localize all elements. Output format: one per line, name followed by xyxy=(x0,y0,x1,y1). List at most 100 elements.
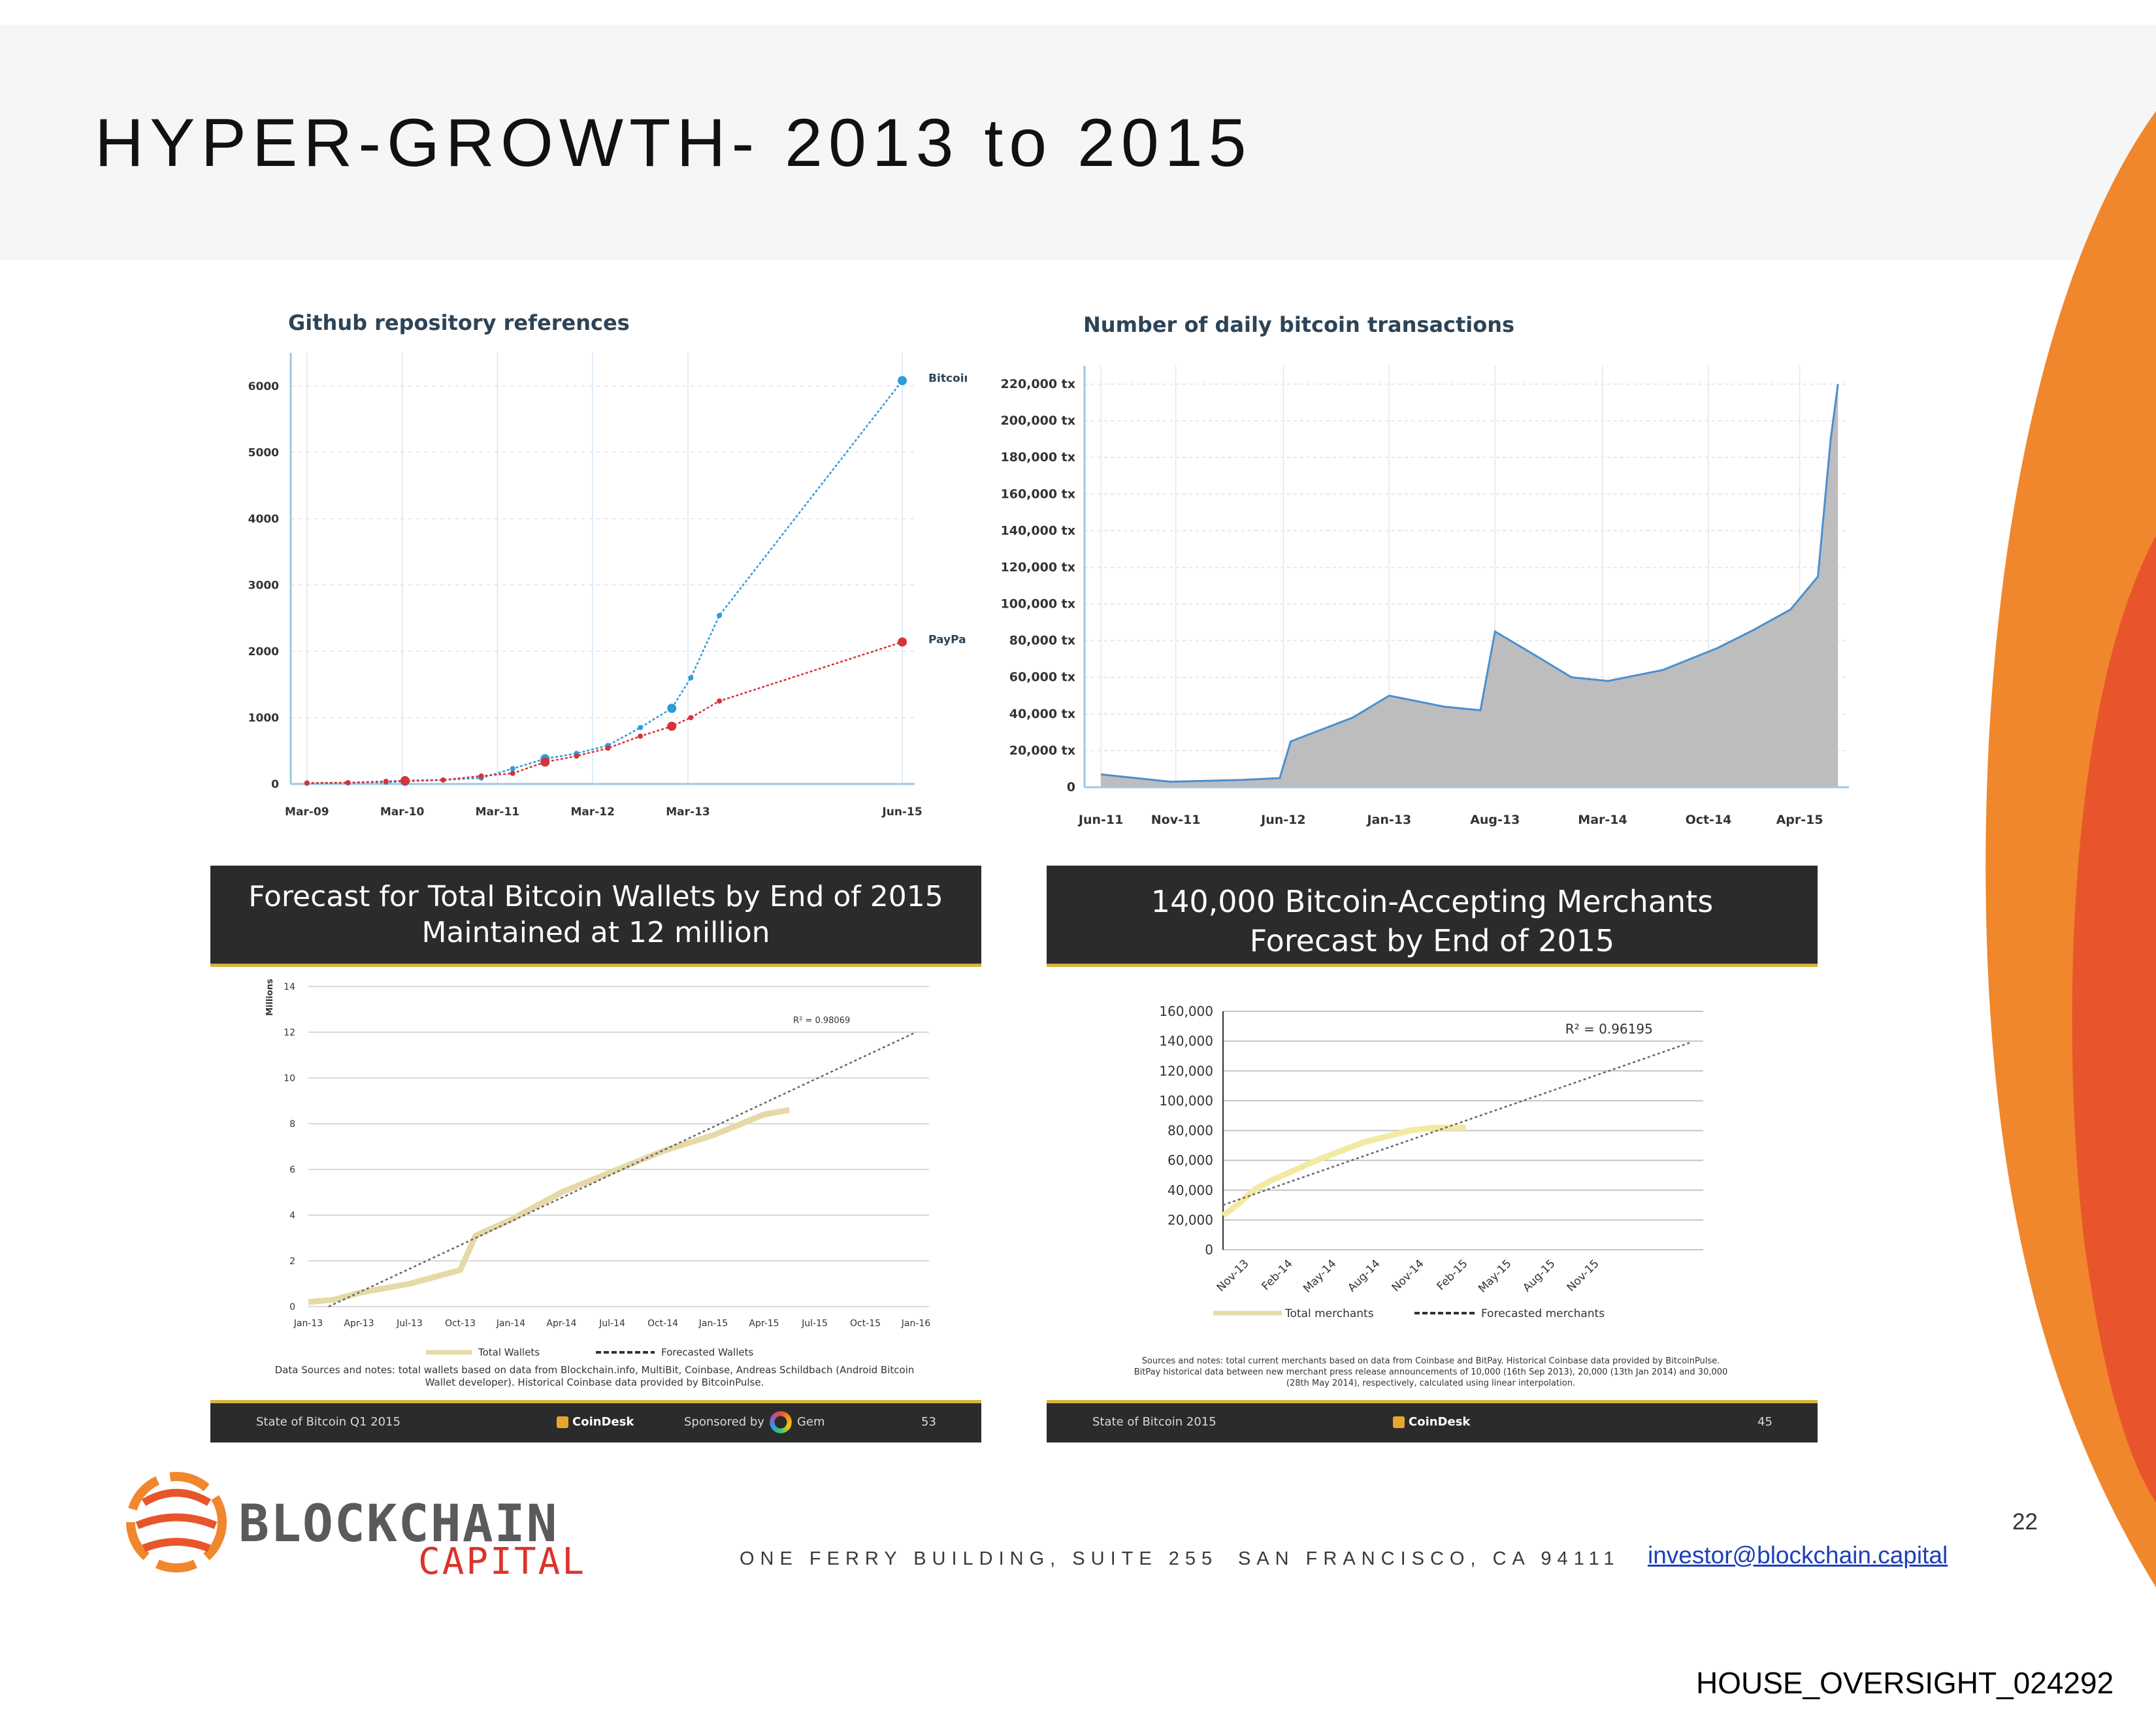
merchants-sources-line3: (28th May 2014), respectively, calculate… xyxy=(1286,1378,1576,1388)
y-tick-label: 200,000 tx xyxy=(1001,414,1076,428)
y-tick-label: 6 xyxy=(289,1165,295,1175)
globe-bands xyxy=(135,1489,218,1552)
data-point-paypal xyxy=(540,757,550,767)
data-point-bitcoin xyxy=(717,613,723,619)
document-id: HOUSE_OVERSIGHT_024292 xyxy=(1696,1666,2114,1700)
series-line-forecasted-merchants xyxy=(1222,1041,1691,1206)
x-tick-label: Aug-13 xyxy=(1470,813,1520,827)
x-tick-label: Mar-09 xyxy=(285,806,329,819)
y-tick-label: 20,000 xyxy=(1168,1212,1213,1228)
x-tick-label: Jul-13 xyxy=(396,1318,423,1329)
y-tick-label: 40,000 tx xyxy=(1009,707,1075,721)
merchants-footer-page: 45 xyxy=(1757,1415,1772,1429)
page-number: 22 xyxy=(2012,1509,2038,1535)
y-tick-label: 14 xyxy=(284,982,295,992)
x-tick-label: Apr-15 xyxy=(1776,813,1823,827)
r-squared-annotation: R² = 0.96195 xyxy=(1565,1021,1653,1037)
x-tick-label: Jan-16 xyxy=(901,1318,931,1329)
merchants-sources-line1: Sources and notes: total current merchan… xyxy=(1141,1356,1720,1366)
x-tick-label: Nov-13 xyxy=(1215,1257,1252,1294)
y-tick-label: 12 xyxy=(284,1028,295,1038)
x-tick-label: Mar-11 xyxy=(476,806,520,819)
x-tick-label: Jul-14 xyxy=(598,1318,625,1329)
data-point-bitcoin xyxy=(510,766,515,772)
legend-label-forecasted-merchants: Forecasted merchants xyxy=(1481,1307,1605,1320)
y-tick-label: 160,000 xyxy=(1159,1003,1213,1019)
x-tick-label: Oct-15 xyxy=(850,1318,881,1329)
y-tick-label: 80,000 tx xyxy=(1009,634,1075,648)
wallets-title-line1: Forecast for Total Bitcoin Wallets by En… xyxy=(248,880,943,913)
series-label-bitcoin: Bitcoin xyxy=(928,372,967,385)
merchants-sources: Sources and notes: total current merchan… xyxy=(1071,1356,1790,1389)
red-swoosh xyxy=(2072,536,2156,1503)
merchants-title-panel: 140,000 Bitcoin-Accepting Merchants Fore… xyxy=(1047,866,1818,964)
y-tick-label: 0 xyxy=(1067,780,1075,794)
x-tick-label: Mar-12 xyxy=(570,806,615,819)
data-point-paypal xyxy=(400,775,410,785)
wallets-title-panel: Forecast for Total Bitcoin Wallets by En… xyxy=(210,866,981,964)
merchants-footer-gold-line xyxy=(1047,1400,1818,1403)
y-tick-label: 2 xyxy=(289,1256,295,1267)
x-tick-label: Nov-14 xyxy=(1390,1257,1427,1294)
x-tick-label: Aug-14 xyxy=(1345,1257,1382,1294)
data-point-bitcoin xyxy=(898,376,907,385)
header-band xyxy=(0,25,2156,260)
y-tick-label: 100,000 xyxy=(1159,1093,1213,1109)
data-point-paypal xyxy=(440,777,446,783)
y-tick-label: 60,000 xyxy=(1168,1152,1213,1168)
data-point-paypal xyxy=(345,779,351,785)
merchants-footer-brand-text: CoinDesk xyxy=(1409,1415,1471,1429)
merchants-footer-left: State of Bitcoin 2015 xyxy=(1092,1415,1217,1429)
data-point-bitcoin xyxy=(667,704,677,713)
y-tick-label: 100,000 tx xyxy=(1001,597,1076,611)
merchants-title-line2: Forecast by End of 2015 xyxy=(1249,923,1615,958)
transactions-moving-average-line xyxy=(1100,383,1839,783)
y-tick-label: 4 xyxy=(289,1211,295,1221)
y-tick-label: 120,000 tx xyxy=(1001,560,1076,574)
x-tick-label: Nov-15 xyxy=(1565,1257,1602,1294)
data-point-paypal xyxy=(478,773,484,779)
data-point-paypal xyxy=(667,721,677,731)
wallets-footer-sponsor-name: Gem xyxy=(796,1415,825,1429)
merchants-footer-brand: CoinDesk xyxy=(1393,1415,1470,1429)
x-tick-label: May-14 xyxy=(1301,1257,1339,1295)
data-point-paypal xyxy=(638,733,644,739)
footer-email-link[interactable]: investor@blockchain.capital xyxy=(1648,1542,1948,1569)
data-point-paypal xyxy=(717,698,723,704)
wallets-footer-brand-text: CoinDesk xyxy=(572,1415,634,1429)
y-tick-label: 140,000 tx xyxy=(1001,523,1076,538)
data-point-paypal xyxy=(574,753,580,759)
globe-ring xyxy=(126,1472,227,1572)
y-tick-label: 0 xyxy=(289,1302,295,1312)
wallets-footer-sponsor: Sponsored by Gem xyxy=(684,1410,825,1435)
x-tick-label: Oct-13 xyxy=(445,1318,476,1329)
y-tick-label: 5000 xyxy=(248,446,279,459)
x-tick-label: Aug-15 xyxy=(1520,1257,1558,1294)
y-tick-label: 6000 xyxy=(248,380,279,393)
y-tick-label: 0 xyxy=(271,778,279,791)
x-tick-label: Feb-15 xyxy=(1434,1257,1470,1293)
gem-icon xyxy=(769,1411,792,1433)
x-tick-label: Apr-14 xyxy=(546,1318,576,1329)
legend-label-total-merchants: Total merchants xyxy=(1284,1307,1374,1320)
r-squared-annotation: R² = 0.98069 xyxy=(793,1016,850,1026)
x-tick-label: Apr-13 xyxy=(344,1318,374,1329)
blockchain-capital-globe-icon xyxy=(126,1472,227,1572)
series-line-bitcoin xyxy=(306,380,904,785)
x-tick-label: Jun-11 xyxy=(1077,813,1123,827)
merchants-gold-line xyxy=(1047,964,1818,967)
data-point-paypal xyxy=(688,715,694,721)
x-tick-label: Oct-14 xyxy=(647,1318,678,1329)
x-tick-label: May-15 xyxy=(1476,1257,1514,1295)
y-tick-label: 80,000 xyxy=(1168,1123,1213,1139)
y-tick-label: 4000 xyxy=(248,513,279,526)
x-tick-label: Jan-15 xyxy=(698,1318,728,1329)
transactions-area xyxy=(1101,384,1838,787)
wallets-footer-left: State of Bitcoin Q1 2015 xyxy=(256,1415,401,1429)
series-line-forecasted-wallets xyxy=(328,1031,917,1308)
slide-title: HYPER-GROWTH- 2013 to 2015 xyxy=(95,105,1252,181)
y-tick-label: 220,000 tx xyxy=(1001,377,1076,391)
y-tick-label: 160,000 tx xyxy=(1001,487,1076,501)
data-point-paypal xyxy=(605,745,611,751)
x-tick-label: Feb-14 xyxy=(1259,1257,1295,1293)
